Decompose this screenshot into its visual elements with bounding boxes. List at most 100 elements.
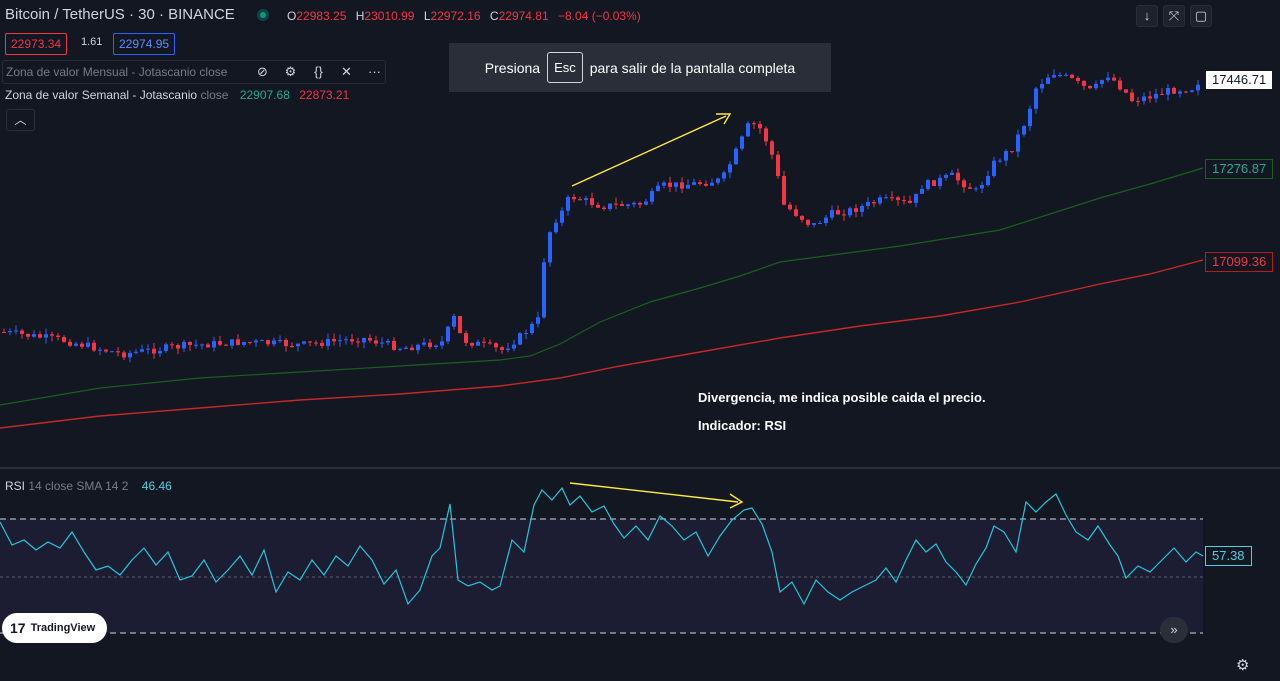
candle-body (1178, 91, 1182, 94)
candle-body (74, 343, 78, 346)
sell-button[interactable]: 22973.34 (5, 33, 68, 55)
candle-body (1040, 84, 1044, 89)
weekly-indicator-name: Zona de valor Semanal - Jotascanio (5, 88, 198, 102)
candle-body (1148, 96, 1152, 99)
candle-body (866, 202, 870, 206)
rsi-axis-label: 57.38 (1205, 546, 1252, 566)
candle-body (1166, 87, 1170, 95)
candle-body (596, 204, 600, 208)
collapse-pane-icon[interactable]: ⤧ (1163, 5, 1185, 27)
candle-body (932, 180, 936, 186)
eye-off-icon[interactable]: ⊘ (257, 64, 268, 79)
candle-body (176, 345, 180, 349)
candle-body (542, 262, 546, 318)
candle-body (656, 185, 660, 192)
candle-body (1046, 77, 1050, 85)
indicator-actions: ⊘ ⚙ {} ✕ ··· (253, 63, 384, 81)
candle-body (716, 178, 720, 183)
green-line-price-label: 17276.87 (1205, 159, 1274, 179)
braces-icon[interactable]: {} (314, 64, 323, 79)
candle-body (260, 340, 264, 342)
candle-body (830, 210, 834, 218)
candle-body (530, 323, 534, 334)
monthly-indicator-legend[interactable]: Zona de valor Mensual - Jotascanio close… (2, 60, 386, 84)
candle-body (680, 182, 684, 189)
candle-body (872, 202, 876, 204)
spread-value: 1.61 (81, 36, 103, 48)
buy-button[interactable]: 22974.95 (113, 33, 176, 55)
candle-body (146, 348, 150, 350)
candle-body (488, 342, 492, 344)
candle-body (698, 182, 702, 184)
weekly-indicator-legend[interactable]: Zona de valor Semanal - Jotascanio close… (5, 88, 349, 102)
candle-body (32, 334, 36, 337)
fullscreen-banner: Presiona Esc para salir de la pantalla c… (449, 43, 831, 92)
candle-body (182, 341, 186, 349)
candle-body (650, 191, 654, 202)
candle-body (2, 332, 6, 333)
candle-body (836, 210, 840, 215)
candle-body (368, 338, 372, 341)
rsi-settings: 14 close SMA 14 2 (28, 479, 129, 493)
candle-body (1094, 83, 1098, 89)
candle-body (50, 334, 54, 336)
candle-body (236, 339, 240, 345)
candle-body (398, 348, 402, 350)
candle-body (800, 215, 804, 220)
candle-body (818, 222, 822, 224)
candle-body (962, 180, 966, 188)
candle-body (590, 198, 594, 205)
candle-body (1160, 93, 1164, 95)
candle-body (548, 232, 552, 263)
candle-body (392, 340, 396, 350)
candle-body (194, 344, 198, 346)
move-down-icon[interactable]: ↓ (1136, 5, 1158, 27)
candle-body (788, 204, 792, 210)
candle-body (968, 187, 972, 189)
candle-body (350, 339, 354, 342)
candle-body (206, 344, 210, 348)
candle-body (626, 204, 630, 206)
candle-body (1196, 84, 1200, 91)
candle-body (1022, 126, 1026, 135)
candle-body (890, 197, 894, 199)
chart-settings-icon[interactable]: ⚙ (1236, 657, 1250, 674)
candle-body (110, 351, 114, 353)
candle-body (284, 339, 288, 347)
candle-body (38, 334, 42, 338)
candle-body (320, 342, 324, 346)
candle-body (386, 340, 390, 343)
scroll-to-realtime-button[interactable]: » (1160, 617, 1188, 643)
candle-body (728, 164, 732, 173)
indicator-note: Indicador: RSI (698, 418, 787, 433)
candle-body (722, 172, 726, 179)
candle-body (902, 200, 906, 202)
candle-body (950, 172, 954, 175)
candle-body (332, 338, 336, 342)
gear-icon[interactable]: ⚙ (284, 64, 297, 79)
candle-body (1082, 80, 1086, 86)
candle-body (614, 203, 618, 205)
candle-body (116, 351, 120, 353)
candle-body (524, 333, 528, 335)
symbol-title[interactable]: Bitcoin / TetherUS · 30 · BINANCE (5, 6, 235, 23)
candle-body (638, 202, 642, 205)
candle-body (20, 330, 24, 334)
candle-body (1004, 151, 1008, 161)
candle-body (428, 342, 432, 348)
more-icon[interactable]: ··· (368, 64, 381, 79)
candle-body (980, 185, 984, 189)
collapse-legend-button[interactable]: ︿ (6, 109, 35, 131)
candle-body (140, 349, 144, 352)
rsi-legend[interactable]: RSI 14 close SMA 14 2 46.46 (5, 479, 172, 493)
candle-body (1052, 75, 1056, 78)
tradingview-logo[interactable]: 17 TradingView (2, 613, 107, 643)
candle-body (218, 341, 222, 345)
close-icon[interactable]: ✕ (341, 64, 352, 79)
candle-body (1112, 77, 1116, 81)
maximize-pane-icon[interactable]: ▢ (1190, 5, 1212, 27)
candle-body (1190, 90, 1194, 92)
candle-body (404, 347, 408, 349)
price-arrow-head (716, 113, 732, 125)
